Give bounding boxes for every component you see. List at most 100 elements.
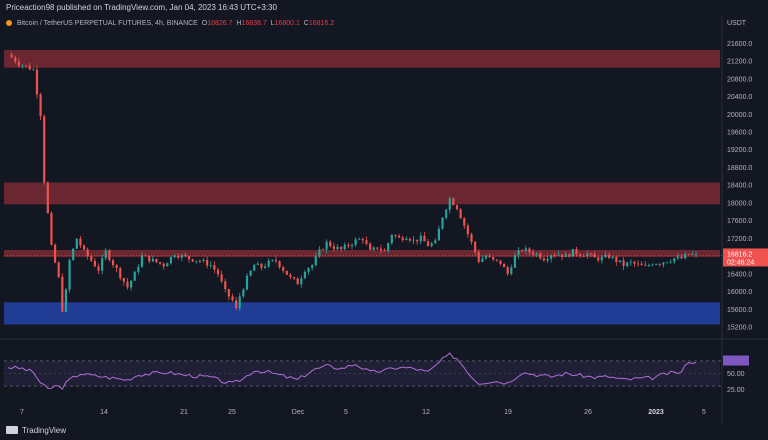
candle-body: [517, 250, 520, 256]
candle-body: [245, 275, 249, 290]
candle-body: [35, 69, 39, 95]
candle-body: [506, 267, 509, 274]
y-tick-label: 19600.0: [727, 130, 752, 137]
candle-body: [676, 256, 679, 259]
symbol-legend[interactable]: Bitcoin / TetherUS PERPETUAL FUTURES, 4h…: [6, 20, 334, 27]
candle-body: [542, 258, 546, 261]
candle-body: [365, 240, 368, 244]
rsi-value-label-bg: [723, 355, 749, 366]
candle-body: [318, 249, 321, 257]
candle-body: [296, 278, 299, 285]
candle-body: [274, 259, 278, 262]
candle-body: [459, 209, 462, 219]
candle-body: [32, 69, 35, 71]
candle-body: [347, 244, 350, 246]
candle-body: [481, 258, 484, 262]
ohlc-values: O16826.7 H16838.7 L16800.1 C16816.2: [201, 20, 335, 27]
x-tick-label: 2023: [648, 409, 664, 416]
candle-body: [387, 243, 390, 252]
candle-body: [495, 259, 498, 261]
candle-body: [582, 255, 585, 257]
candle-body: [553, 255, 556, 257]
x-tick-label: 12: [422, 409, 430, 416]
publisher-bar: Priceaction98 published on TradingView.c…: [0, 0, 768, 16]
candle-body: [568, 254, 571, 257]
candle-body: [379, 248, 383, 251]
candle-body: [658, 264, 661, 265]
candle-body: [350, 244, 354, 246]
candle-body: [673, 258, 676, 262]
candle-body: [329, 241, 332, 247]
candle-body: [191, 259, 194, 262]
candle-body: [14, 57, 17, 62]
candle-body: [531, 252, 535, 255]
candle-body: [575, 249, 578, 255]
candle-body: [662, 262, 665, 265]
y-tick-label: 21600.0: [727, 41, 752, 48]
countdown-timer: 02:46:24: [727, 259, 754, 266]
candle-body: [64, 289, 68, 312]
y-tick-label: 18000.0: [727, 200, 752, 207]
candle-body: [311, 265, 314, 269]
candle-body: [177, 256, 180, 258]
candle-body: [130, 280, 133, 288]
y-tick-label: 21200.0: [727, 59, 752, 66]
candle-body: [115, 265, 118, 269]
candle-body: [401, 237, 404, 240]
zone-resistance-1: [4, 182, 720, 205]
candle-body: [235, 300, 238, 309]
candle-body: [376, 247, 379, 249]
candle-body: [25, 65, 28, 67]
candle-body: [691, 253, 694, 255]
candle-body: [213, 265, 216, 270]
candle-body: [665, 262, 669, 264]
x-tick-label: 7: [20, 409, 24, 416]
candle-body: [434, 240, 437, 244]
candle-body: [289, 274, 292, 278]
candle-body: [636, 263, 640, 265]
candle-body: [412, 239, 415, 241]
candle-body: [28, 65, 31, 70]
candle-body: [448, 198, 451, 210]
candle-body: [423, 235, 426, 242]
candle-body: [111, 260, 115, 266]
candle-body: [82, 245, 86, 250]
zone-resistance-2: [4, 249, 720, 258]
candle-body: [405, 238, 408, 240]
candle-body: [430, 243, 433, 247]
candle-body: [184, 254, 187, 257]
candle-body: [528, 248, 531, 253]
candle-body: [195, 260, 198, 262]
candle-body: [684, 253, 687, 259]
candle-body: [282, 267, 285, 271]
candle-body: [499, 260, 502, 264]
candle-body: [492, 256, 495, 260]
candle-body: [470, 234, 473, 242]
last-price-value: 16816.2: [727, 251, 752, 258]
candle-body: [216, 269, 220, 275]
candle-body: [488, 256, 491, 257]
candle-body: [361, 238, 364, 241]
y-tick-label: 15200.0: [727, 325, 752, 332]
candle-body: [655, 264, 658, 265]
candle-body: [325, 241, 328, 250]
candle-body: [358, 238, 361, 240]
candle-body: [303, 271, 307, 279]
candle-body: [180, 254, 183, 258]
x-tick-label: 25: [228, 409, 236, 416]
candle-body: [57, 262, 60, 277]
candle-body: [390, 235, 393, 244]
y-tick-label: 16400.0: [727, 271, 752, 278]
candle-body: [597, 257, 600, 261]
footer: [0, 423, 768, 440]
y-tick-label: 16000.0: [727, 289, 752, 296]
x-tick-label: 14: [100, 409, 108, 416]
candle-body: [231, 296, 234, 301]
low-value: 16800.1: [274, 20, 300, 27]
candle-body: [626, 262, 629, 267]
candle-body: [253, 264, 256, 271]
candle-body: [419, 235, 422, 242]
candle-body: [39, 94, 42, 117]
candle-body: [68, 260, 71, 290]
